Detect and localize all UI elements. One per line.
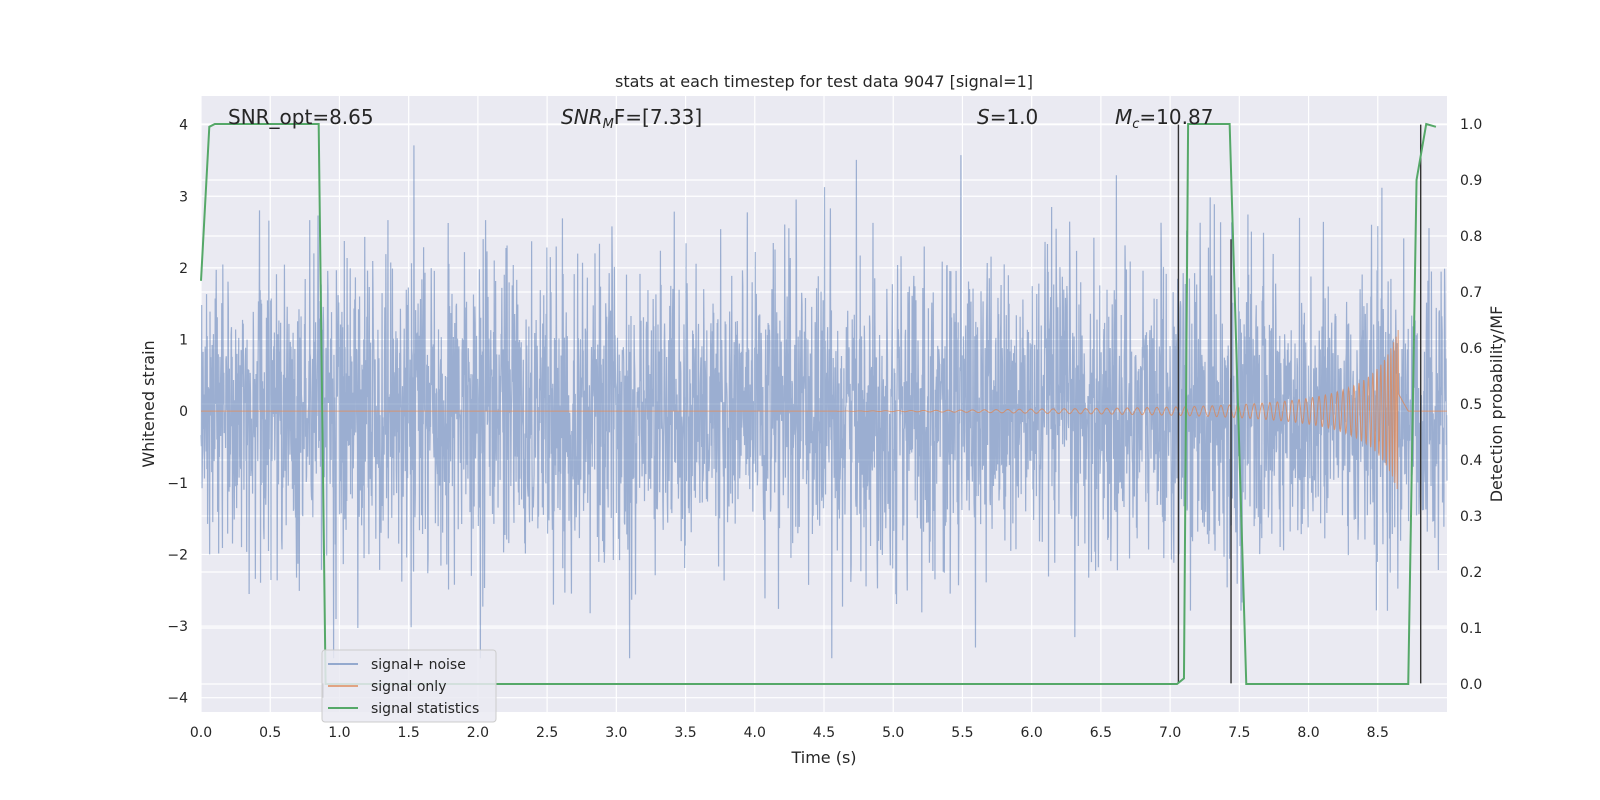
annotation-mc-rest: =10.87 <box>1139 105 1213 129</box>
legend-box <box>321 649 497 723</box>
legend-label-noise: signal+ noise <box>371 657 466 673</box>
chart-title: stats at each timestep for test data 904… <box>615 72 1033 91</box>
left-y-tick-labels: 4 3 2 1 0 −1 −2 −3 −4 <box>167 118 188 707</box>
x-tick-label: 8.5 <box>1367 725 1389 741</box>
x-tick-label: 4.5 <box>813 725 835 741</box>
x-tick-label: 7.0 <box>1159 725 1181 741</box>
vertical-markers <box>322 124 1422 698</box>
signal-noise-series <box>200 145 1448 659</box>
x-tick-label: 3.5 <box>674 725 696 741</box>
annotation-mc-main: M <box>1115 105 1132 129</box>
y-left-tick-label: 1 <box>179 333 188 349</box>
signal-only-series <box>201 330 1447 490</box>
right-y-axis-label: Detection probability/MF <box>1487 306 1506 503</box>
y-right-tick-label: 0.1 <box>1460 621 1482 637</box>
x-tick-labels: 0.0 0.5 1.0 1.5 2.0 2.5 3.0 3.5 4.0 4.5 5.0 5.5 6.0 6… <box>190 725 1389 741</box>
y-right-tick-label: 0.7 <box>1460 285 1482 301</box>
y-left-tick-label: 3 <box>179 189 188 205</box>
x-tick-label: 2.0 <box>467 725 489 741</box>
legend-label-stats: signal statistics <box>371 701 479 717</box>
y-left-tick-label: −1 <box>167 476 188 492</box>
x-tick-label: 0.0 <box>190 725 212 741</box>
y-right-tick-label: 0.0 <box>1460 677 1482 693</box>
x-axis-label: Time (s) <box>790 748 856 767</box>
y-right-tick-label: 0.2 <box>1460 565 1482 581</box>
y-right-tick-label: 0.3 <box>1460 509 1482 525</box>
y-left-tick-label: 2 <box>179 261 188 277</box>
x-tick-label: 6.5 <box>1090 725 1112 741</box>
y-right-tick-label: 0.9 <box>1460 173 1482 189</box>
x-tick-label: 4.0 <box>744 725 766 741</box>
y-right-tick-label: 0.5 <box>1460 397 1482 413</box>
x-tick-label: 5.0 <box>882 725 904 741</box>
x-tick-label: 7.5 <box>1228 725 1250 741</box>
right-y-tick-labels: 1.0 0.9 0.8 0.7 0.6 0.5 0.4 0.3 0.2 0.1 0.0 <box>1460 117 1482 693</box>
signal-only-line <box>201 330 1447 490</box>
annotation-mc-sub: c <box>1132 117 1139 132</box>
x-tick-label: 0.5 <box>259 725 281 741</box>
annotation-snr-mf-rest: F=[7.33] <box>614 105 702 129</box>
x-tick-label: 2.5 <box>536 725 558 741</box>
signal-noise-line <box>200 145 1448 659</box>
x-tick-label: 3.0 <box>605 725 627 741</box>
annotation-snr-mf-main: SNR <box>561 105 603 129</box>
y-left-tick-label: −4 <box>167 691 188 707</box>
signal-statistics-series <box>200 122 1437 685</box>
y-left-tick-label: −2 <box>167 547 188 563</box>
annotation-s-main: S <box>977 105 990 129</box>
annotation-snr-mf-sub: M <box>603 117 614 132</box>
x-tick-label: 8.0 <box>1297 725 1319 741</box>
annotation-s: S=1.0 <box>977 105 1038 129</box>
y-right-tick-label: 1.0 <box>1460 117 1482 133</box>
annotation-snr-opt: SNR_opt=8.65 <box>228 105 374 129</box>
x-tick-label: 1.0 <box>328 725 350 741</box>
legend: signal+ noise signal only signal statist… <box>321 649 497 723</box>
legend-label-signal: signal only <box>371 679 446 695</box>
y-left-tick-label: 4 <box>179 118 188 134</box>
annotation-snr-mf: SNRMF=[7.33] <box>561 105 702 132</box>
y-right-tick-label: 0.4 <box>1460 453 1482 469</box>
x-tick-label: 1.5 <box>398 725 420 741</box>
y-left-tick-label: −3 <box>167 619 188 635</box>
x-tick-label: 5.5 <box>951 725 973 741</box>
left-y-axis-label: Whitened strain <box>139 340 158 467</box>
y-right-tick-label: 0.8 <box>1460 229 1482 245</box>
y-right-tick-label: 0.6 <box>1460 341 1482 357</box>
annotation-mc: Mc=10.87 <box>1115 105 1213 132</box>
y-left-tick-label: 0 <box>179 404 188 420</box>
x-tick-label: 6.0 <box>1021 725 1043 741</box>
signal-statistics-line <box>200 122 1437 685</box>
annotation-s-rest: =1.0 <box>990 105 1039 129</box>
